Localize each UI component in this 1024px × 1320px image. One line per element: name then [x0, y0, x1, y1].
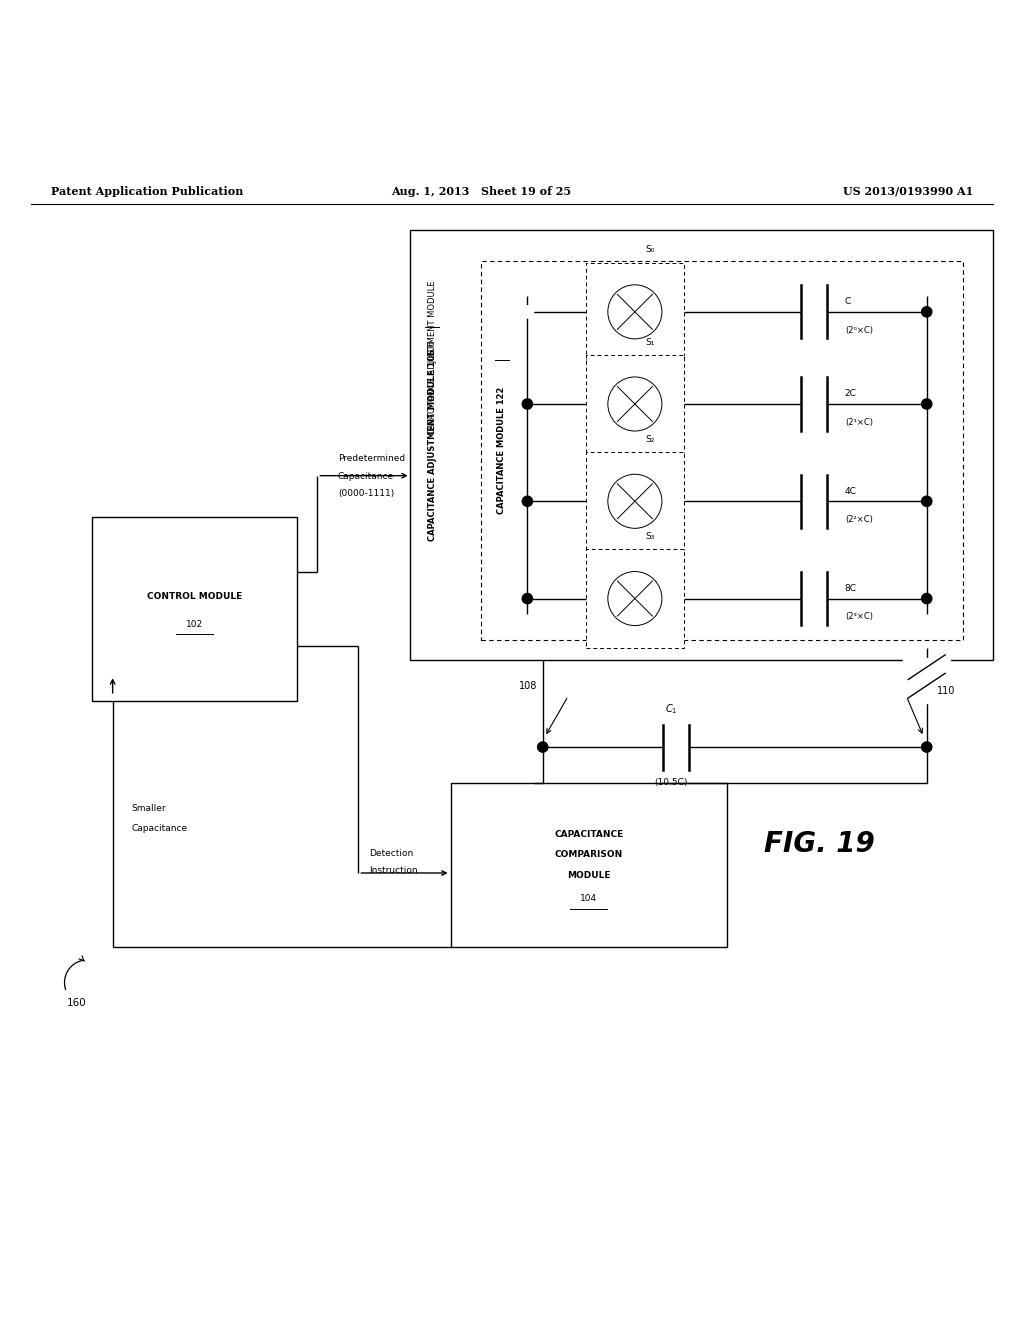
Circle shape [538, 742, 548, 752]
Circle shape [922, 306, 932, 317]
Text: 4C: 4C [845, 487, 857, 495]
Text: (10.5C): (10.5C) [654, 777, 687, 787]
Text: Predetermined: Predetermined [338, 454, 406, 463]
Text: S₂: S₂ [645, 434, 654, 444]
Text: (2²×C): (2²×C) [845, 515, 872, 524]
Circle shape [522, 594, 532, 603]
Text: 110: 110 [937, 686, 955, 696]
Text: Smaller: Smaller [131, 804, 166, 813]
Bar [451, 783, 727, 946]
Circle shape [522, 306, 532, 317]
Circle shape [608, 378, 662, 432]
Text: CONTROL MODULE: CONTROL MODULE [146, 591, 243, 601]
Circle shape [922, 594, 932, 603]
Text: COMPARISON: COMPARISON [555, 850, 623, 859]
Text: Patent Application Publication: Patent Application Publication [51, 186, 244, 197]
Circle shape [608, 285, 662, 339]
Circle shape [922, 496, 932, 507]
Text: S₀: S₀ [645, 246, 654, 255]
Circle shape [522, 496, 532, 507]
Bar [92, 516, 297, 701]
Text: CAPACITANCE ADJUSTMENT MODULE: CAPACITANCE ADJUSTMENT MODULE [428, 277, 436, 434]
Text: CAPACITANCE: CAPACITANCE [554, 829, 624, 838]
Circle shape [922, 742, 932, 752]
Bar [586, 549, 684, 648]
Text: 2C: 2C [845, 389, 857, 399]
Text: MODULE: MODULE [567, 871, 610, 879]
Text: 8C: 8C [845, 583, 857, 593]
Bar [586, 355, 684, 453]
Bar [481, 260, 963, 639]
Text: Capacitance: Capacitance [338, 471, 394, 480]
Text: 160: 160 [67, 998, 87, 1008]
Text: S₁: S₁ [645, 338, 654, 347]
Bar [586, 263, 684, 360]
Text: (0000-1111): (0000-1111) [338, 490, 394, 498]
Circle shape [922, 399, 932, 409]
Text: 104: 104 [581, 894, 597, 903]
Circle shape [608, 572, 662, 626]
Text: 106: 106 [428, 341, 436, 434]
Bar [410, 230, 993, 660]
Text: (2⁰×C): (2⁰×C) [845, 326, 872, 335]
Circle shape [608, 474, 662, 528]
Circle shape [522, 399, 532, 409]
Text: Capacitance: Capacitance [131, 825, 187, 833]
Text: S₃: S₃ [645, 532, 654, 541]
Text: Detection: Detection [369, 849, 413, 858]
Text: (2¹×C): (2¹×C) [845, 418, 872, 426]
Text: $C_1$: $C_1$ [665, 702, 677, 717]
Text: CAPACITANCE ADJUSTMENT MODULE 106: CAPACITANCE ADJUSTMENT MODULE 106 [428, 348, 436, 541]
Circle shape [521, 306, 534, 318]
Text: FIG. 19: FIG. 19 [764, 830, 874, 858]
Text: (2³×C): (2³×C) [845, 612, 872, 622]
Text: C: C [845, 297, 851, 306]
Text: 108: 108 [519, 681, 538, 690]
Text: Instruction: Instruction [369, 866, 417, 875]
Text: US 2013/0193990 A1: US 2013/0193990 A1 [843, 186, 973, 197]
Text: CAPACITANCE MODULE 122: CAPACITANCE MODULE 122 [498, 387, 506, 513]
Text: 102: 102 [186, 619, 203, 628]
Text: Aug. 1, 2013   Sheet 19 of 25: Aug. 1, 2013 Sheet 19 of 25 [391, 186, 571, 197]
Bar [586, 453, 684, 550]
